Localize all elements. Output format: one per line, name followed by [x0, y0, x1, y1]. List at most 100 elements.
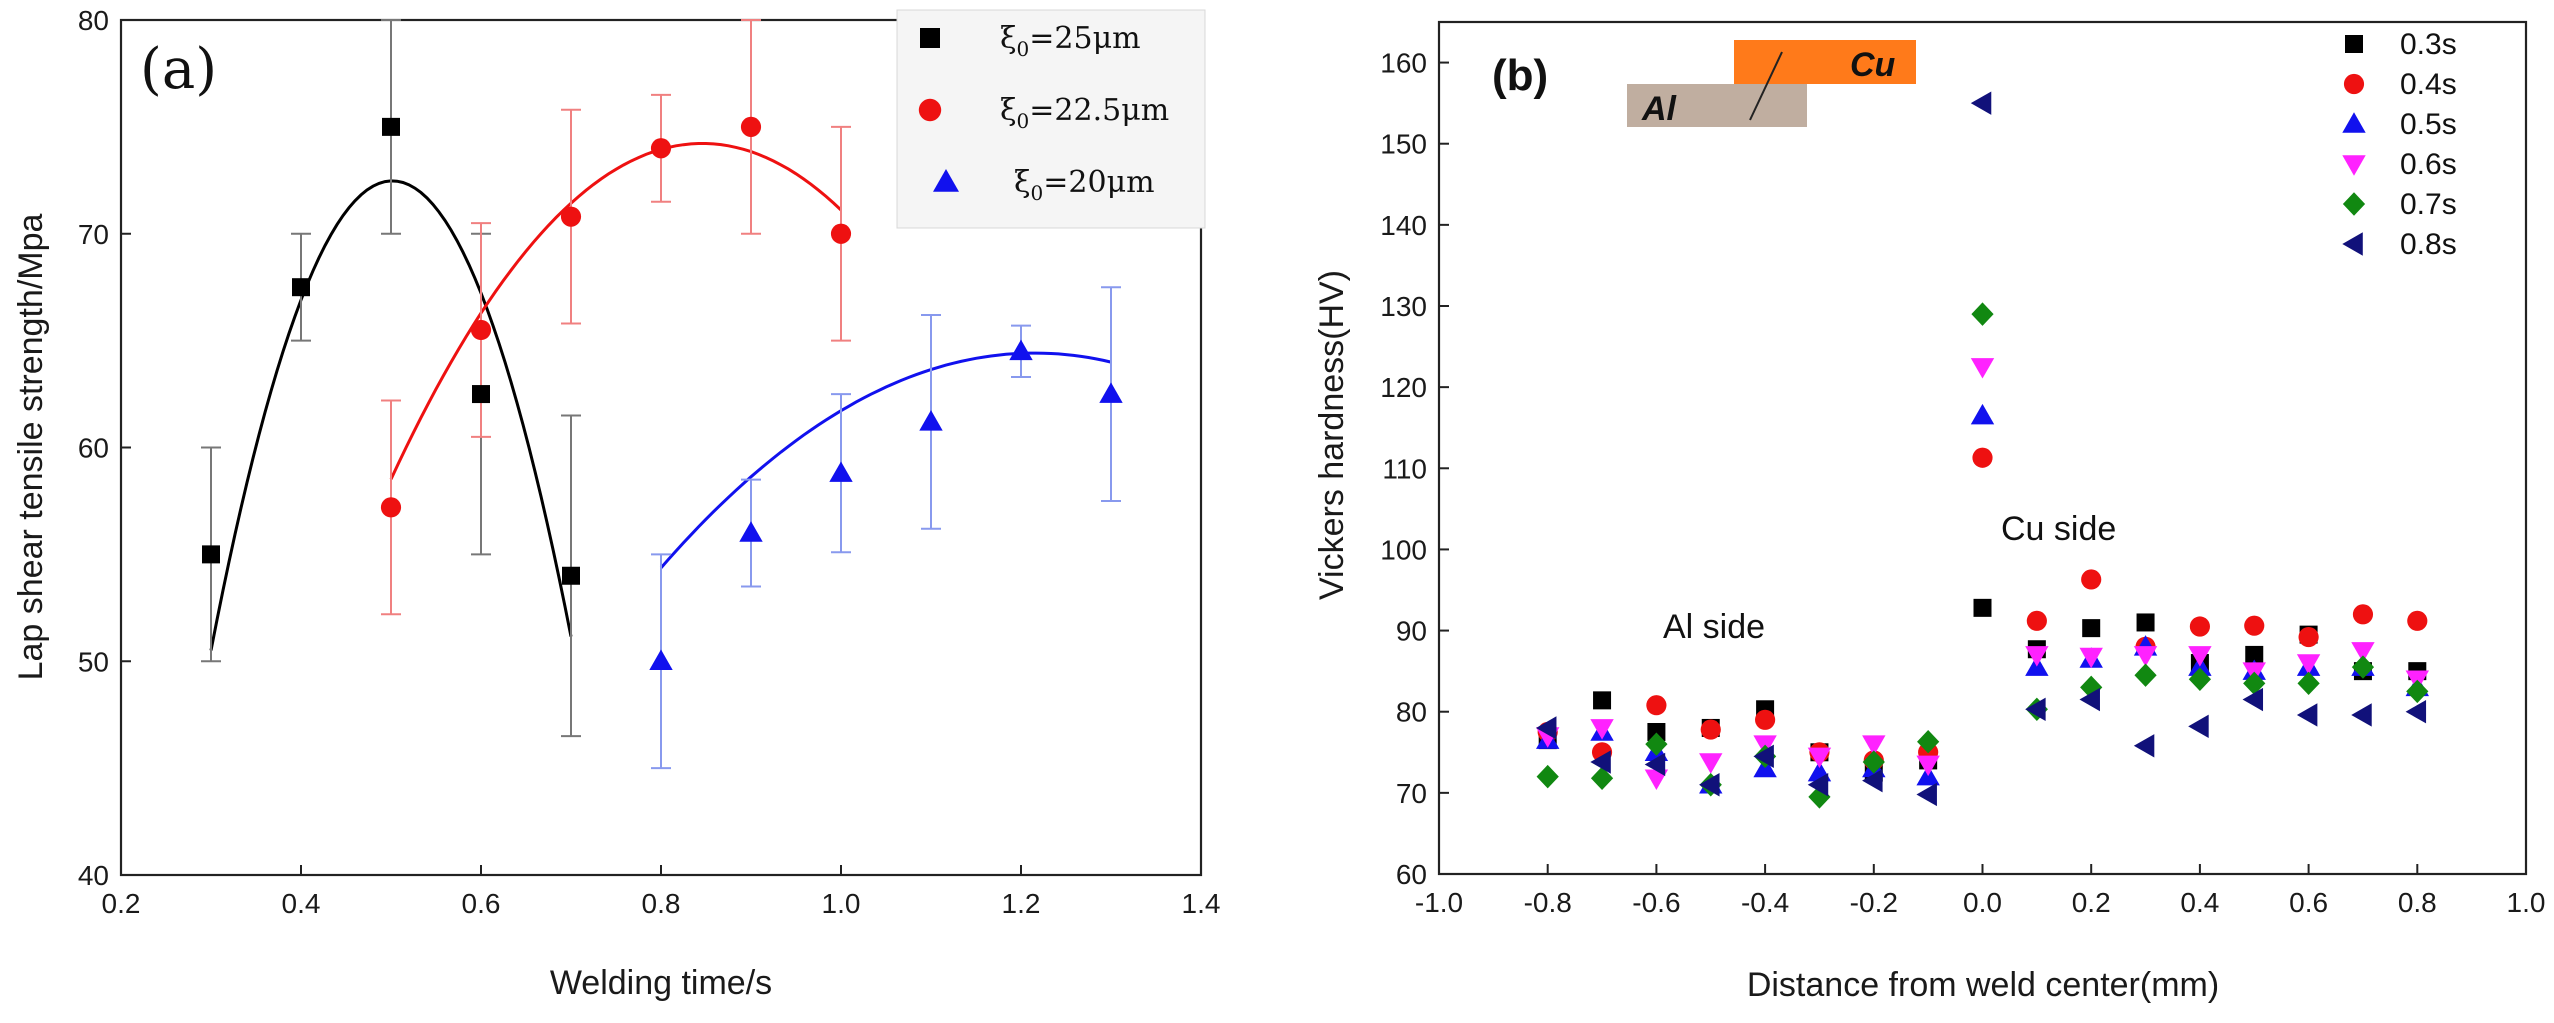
x-tick-label: 1.0: [2507, 887, 2546, 918]
data-markers: [1536, 91, 2429, 809]
cu-label: Cu: [1850, 46, 1896, 84]
data-point: [2079, 647, 2103, 669]
panel-label: (b): [1492, 51, 1548, 100]
data-point: [1862, 768, 1883, 793]
data-point: [2352, 604, 2374, 625]
data-point: [2188, 646, 2212, 667]
x-tick-label: -0.8: [1524, 887, 1572, 918]
legend-label: ξ0=20μm: [1014, 165, 1155, 205]
weld-line: [1749, 51, 1783, 121]
x-tick-label: 1.2: [1002, 888, 1041, 919]
data-point: [2405, 700, 2427, 724]
data-point: [1807, 747, 1832, 769]
al-bar: [1627, 84, 1807, 127]
y-tick-label: 160: [1380, 48, 1427, 79]
data-point: [1590, 750, 1611, 774]
data-point: [2351, 642, 2375, 663]
y-tick-label: 70: [78, 219, 109, 250]
x-tick-label: 1.4: [1182, 888, 1221, 919]
data-point: [1970, 91, 1992, 115]
data-point: [382, 117, 400, 136]
x-tick-label: -0.4: [1741, 887, 1789, 918]
x-axis: 0.2 0.4 0.6 0.8 1.0 1.2 1.4: [102, 865, 1221, 919]
x-tick-label: -1.0: [1415, 887, 1463, 918]
legend: ξ0=25μm ξ0=22.5μm ξ0=20μm: [896, 9, 1206, 229]
legend-marker: [2343, 73, 2365, 95]
data-point: [2244, 615, 2265, 636]
x-tick-label: 0.4: [282, 888, 321, 919]
legend-marker: [2342, 232, 2363, 256]
x-tick-label: 0.6: [2289, 887, 2328, 918]
data-point: [1970, 403, 1995, 425]
x-axis-title: Distance from weld center(mm): [1747, 966, 2219, 1004]
legend-label: 0.3s: [2400, 28, 2457, 61]
legend-label: ξ0=22.5μm: [1000, 93, 1169, 133]
data-point: [380, 497, 402, 518]
data-point: [2026, 610, 2047, 631]
x-tick-label: 1.0: [822, 888, 861, 919]
data-point: [202, 545, 220, 564]
x-tick-label: 0.2: [102, 888, 141, 919]
x-tick-label: 0.8: [642, 888, 681, 919]
data-point: [292, 278, 310, 297]
data-point: [2188, 714, 2209, 739]
data-point: [1807, 773, 1829, 797]
data-markers: [202, 116, 1123, 671]
data-point: [1970, 358, 1995, 379]
data-point: [1700, 719, 1721, 740]
y-tick-label: 40: [78, 860, 109, 891]
fit-curve: [659, 351, 1112, 569]
x-tick-label: 0.6: [462, 888, 501, 919]
data-point: [1972, 447, 1993, 468]
data-point: [2298, 626, 2319, 648]
data-point: [830, 223, 852, 244]
data-point: [1645, 732, 1668, 756]
legend: 0.3s 0.4s 0.5s 0.6s 0.7s 0.8s: [2342, 28, 2457, 261]
x-tick-label: -0.6: [1632, 887, 1680, 918]
data-point: [1536, 716, 1557, 740]
panel-b-chart: (b) 60 70 80 90 100 110 120 130 140 150 160 -1.0 -0…: [1313, 20, 2546, 1004]
data-point: [2025, 697, 2046, 721]
data-point: [2081, 569, 2102, 590]
data-point: [2297, 671, 2320, 696]
panel-a-chart: (a) 40 50 60 70 80 0.2 0.4 0.6 0.8 1.0 1.2 1.4 Wel…: [12, 5, 1220, 1002]
panel-label: (a): [140, 37, 217, 102]
data-point: [1916, 755, 1940, 777]
data-point: [1590, 766, 1614, 790]
data-point: [2242, 687, 2264, 712]
legend-marker: [2342, 192, 2366, 216]
data-point: [1536, 764, 1559, 789]
data-point: [2296, 654, 2321, 675]
legend-label: 0.8s: [2400, 228, 2457, 261]
legend-label: 0.5s: [2400, 108, 2457, 141]
data-point: [1862, 735, 1886, 756]
y-tick-label: 110: [1382, 453, 1427, 484]
x-tick-label: 0.2: [2072, 887, 2111, 918]
data-point: [650, 138, 672, 159]
data-point: [1917, 730, 1940, 754]
y-axis: 40 50 60 70 80: [78, 5, 131, 891]
y-tick-label: 60: [78, 433, 109, 464]
legend-label: ξ0=25μm: [1000, 21, 1141, 61]
legend-marker: [918, 98, 942, 122]
y-tick-label: 60: [1396, 859, 1427, 890]
x-tick-label: 0.8: [2398, 887, 2437, 918]
data-point: [2407, 610, 2428, 631]
data-point: [649, 649, 673, 671]
data-point: [739, 521, 763, 542]
y-tick-label: 130: [1380, 291, 1427, 322]
data-point: [2136, 613, 2155, 632]
data-point: [1699, 773, 1720, 797]
data-point: [2245, 645, 2264, 664]
data-point: [2406, 679, 2429, 704]
y-tick-label: 90: [1396, 616, 1427, 647]
x-tick-label: -0.2: [1850, 887, 1898, 918]
data-point: [2082, 619, 2101, 638]
data-point: [2079, 687, 2100, 712]
data-point: [2189, 616, 2210, 637]
y-tick-label: 80: [1396, 697, 1427, 728]
data-point: [1753, 744, 1774, 769]
y-tick-label: 50: [78, 646, 109, 677]
y-tick-label: 70: [1396, 778, 1427, 809]
